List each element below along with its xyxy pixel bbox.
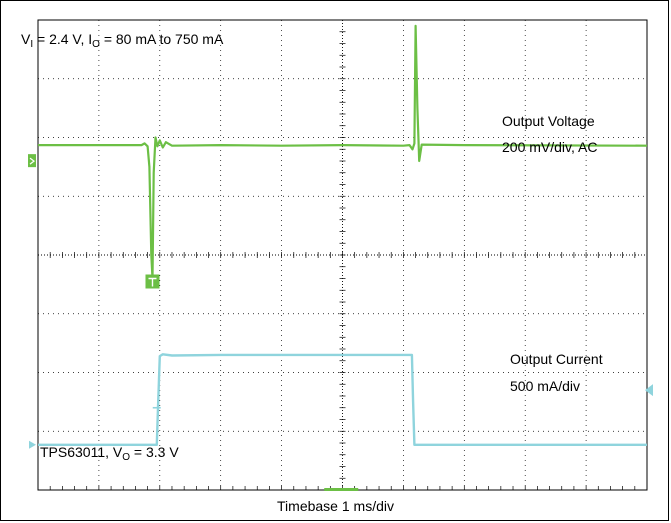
trigger-marker-glyph <box>148 277 157 287</box>
channel1-ground-marker <box>28 154 36 168</box>
horizontal-position-marker <box>324 488 359 491</box>
channel2-trigger-level-marker <box>645 384 653 397</box>
channel1-marker-arrow <box>29 157 35 165</box>
oscilloscope-chart <box>28 19 653 491</box>
device-label: TPS63011, VO = 3.3 V <box>40 444 179 463</box>
output-voltage-trace <box>38 24 648 280</box>
timebase-label: Timebase 1 ms/div <box>277 498 394 514</box>
current-scale-label: 500 mA/div <box>510 378 581 394</box>
channel2-ground-marker <box>29 440 36 449</box>
output-current-trace <box>38 353 647 446</box>
current-series-label: Output Current <box>510 351 603 367</box>
voltage-series-label: Output Voltage <box>502 113 595 129</box>
chart-title: VI = 2.4 V, IO = 80 mA to 750 mA <box>21 31 224 50</box>
voltage-scale-label: 200 mV/div, AC <box>502 139 598 155</box>
